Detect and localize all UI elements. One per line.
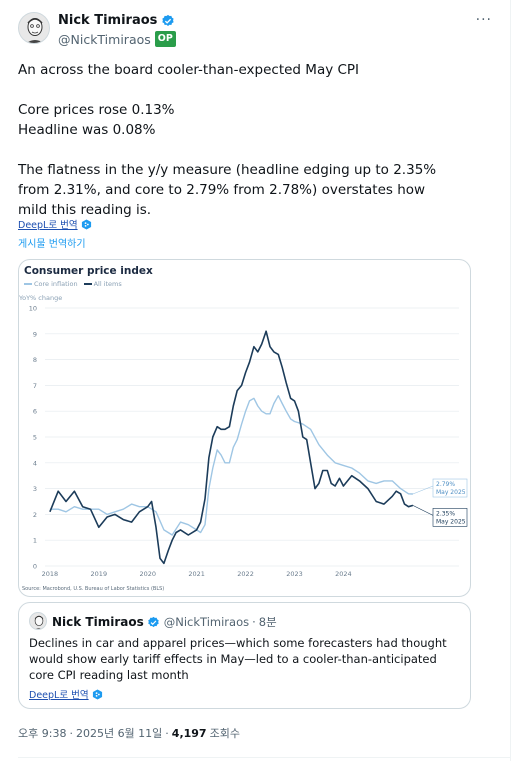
end-label-date: May 2025 <box>436 489 466 496</box>
quote-text: Declines in car and apparel prices—which… <box>29 636 447 682</box>
core-inflation-line <box>49 395 413 536</box>
verified-badge-icon <box>162 14 175 26</box>
y-tick-label: 9 <box>33 330 37 338</box>
all-items-line <box>49 330 414 565</box>
end-label-box <box>432 478 468 498</box>
view-count: 4,197 <box>171 726 207 740</box>
end-label-date: May 2025 <box>436 518 466 525</box>
tweet-line: Headline was 0.08% <box>18 122 156 138</box>
chart-source: Source: Macrobond, U.S. Bureau of Labor … <box>22 586 165 592</box>
avatar-sketch-icon <box>30 613 46 629</box>
y-tick-label: 3 <box>33 485 37 493</box>
column-divider <box>510 0 511 761</box>
y-tick-label: 4 <box>33 459 37 467</box>
deepl-translate-link[interactable]: DeepL로 번역 <box>29 690 89 701</box>
y-tick-label: 7 <box>33 382 37 390</box>
y-tick-label: 5 <box>33 434 37 442</box>
end-label-leader <box>412 485 434 495</box>
end-label-value: 2.35% <box>436 510 455 517</box>
y-axis-label: YoY% change <box>19 294 63 302</box>
chart-title: Consumer price index <box>24 265 153 277</box>
verified-badge-icon <box>147 616 159 627</box>
cpi-line-chart: 0 1 2 3 4 5 6 7 8 9 10 2018 2019 2020 2021 2022 2023 2024… <box>29 305 468 578</box>
legend-label: Core inflation <box>34 280 78 288</box>
chart-image[interactable]: Consumer price index Core inflation All … <box>18 259 471 597</box>
tweet-date[interactable]: 2025년 6월 11일 <box>75 727 163 740</box>
tweet-header: Nick Timiraos @NickTimiraos OP ··· <box>18 10 498 50</box>
quote-author-avatar[interactable] <box>29 612 47 630</box>
author-name[interactable]: Nick Timiraos <box>58 13 158 28</box>
tweet-text: An across the board cooler-than-expected… <box>18 60 458 220</box>
y-tick-label: 10 <box>29 305 37 313</box>
deepl-translate-link[interactable]: DeepL로 번역 <box>18 220 78 231</box>
legend-item-core: Core inflation <box>24 280 78 288</box>
quote-timestamp[interactable]: 8분 <box>258 615 277 629</box>
separator-dot: · <box>165 726 169 740</box>
tweet-line: Core prices rose 0.13% <box>18 102 175 118</box>
deepl-translate[interactable]: DeepL로 번역 <box>18 217 92 231</box>
tweet-line: The flatness in the y/y measure (headlin… <box>18 162 437 218</box>
y-tick-label: 0 <box>33 563 37 571</box>
divider <box>18 757 510 758</box>
x-tick-label: 2019 <box>91 570 108 578</box>
more-options-icon[interactable]: ··· <box>475 12 492 28</box>
quote-deepl-translate[interactable]: DeepL로 번역 <box>29 687 103 701</box>
end-label-leader <box>412 505 434 516</box>
translate-post-link[interactable]: 게시물 번역하기 <box>18 239 86 250</box>
tweet-time[interactable]: 오후 9:38 <box>18 727 67 740</box>
x-tick-label: 2023 <box>286 570 303 578</box>
x-tick-label: 2022 <box>237 570 254 578</box>
x-tick-label: 2018 <box>42 570 59 578</box>
y-tick-label: 8 <box>33 356 37 364</box>
avatar-sketch-icon <box>19 13 49 43</box>
x-tick-label: 2020 <box>139 570 156 578</box>
quoted-tweet[interactable]: Nick Timiraos @NickTimiraos · 8분 Decline… <box>18 602 471 709</box>
tweet-meta: 오후 9:38 · 2025년 6월 11일 · 4,197 조회수 <box>18 725 240 741</box>
chart-legend: Core inflation All items <box>24 280 128 288</box>
deepl-icon <box>92 688 102 700</box>
x-tick-label: 2021 <box>188 570 205 578</box>
x-tick-label: 2024 <box>335 570 352 578</box>
tweet-line: An across the board cooler-than-expected… <box>18 62 360 78</box>
deepl-icon <box>81 218 91 230</box>
y-tick-label: 2 <box>33 511 37 519</box>
legend-item-all: All items <box>83 280 122 288</box>
y-tick-label: 1 <box>33 537 37 545</box>
view-count-label: 조회수 <box>209 727 240 740</box>
end-label-box <box>432 508 468 527</box>
author-handle[interactable]: @NickTimiraos <box>58 31 151 47</box>
quote-author-name[interactable]: Nick Timiraos <box>52 615 144 629</box>
author-avatar[interactable] <box>18 12 50 44</box>
separator-dot: · <box>252 615 256 629</box>
separator-dot: · <box>69 726 73 740</box>
y-tick-label: 6 <box>33 408 37 416</box>
legend-label: All items <box>93 280 122 288</box>
end-label-value: 2.79% <box>436 481 455 488</box>
quote-author-handle[interactable]: @NickTimiraos <box>163 615 250 629</box>
op-badge: OP <box>154 31 176 47</box>
